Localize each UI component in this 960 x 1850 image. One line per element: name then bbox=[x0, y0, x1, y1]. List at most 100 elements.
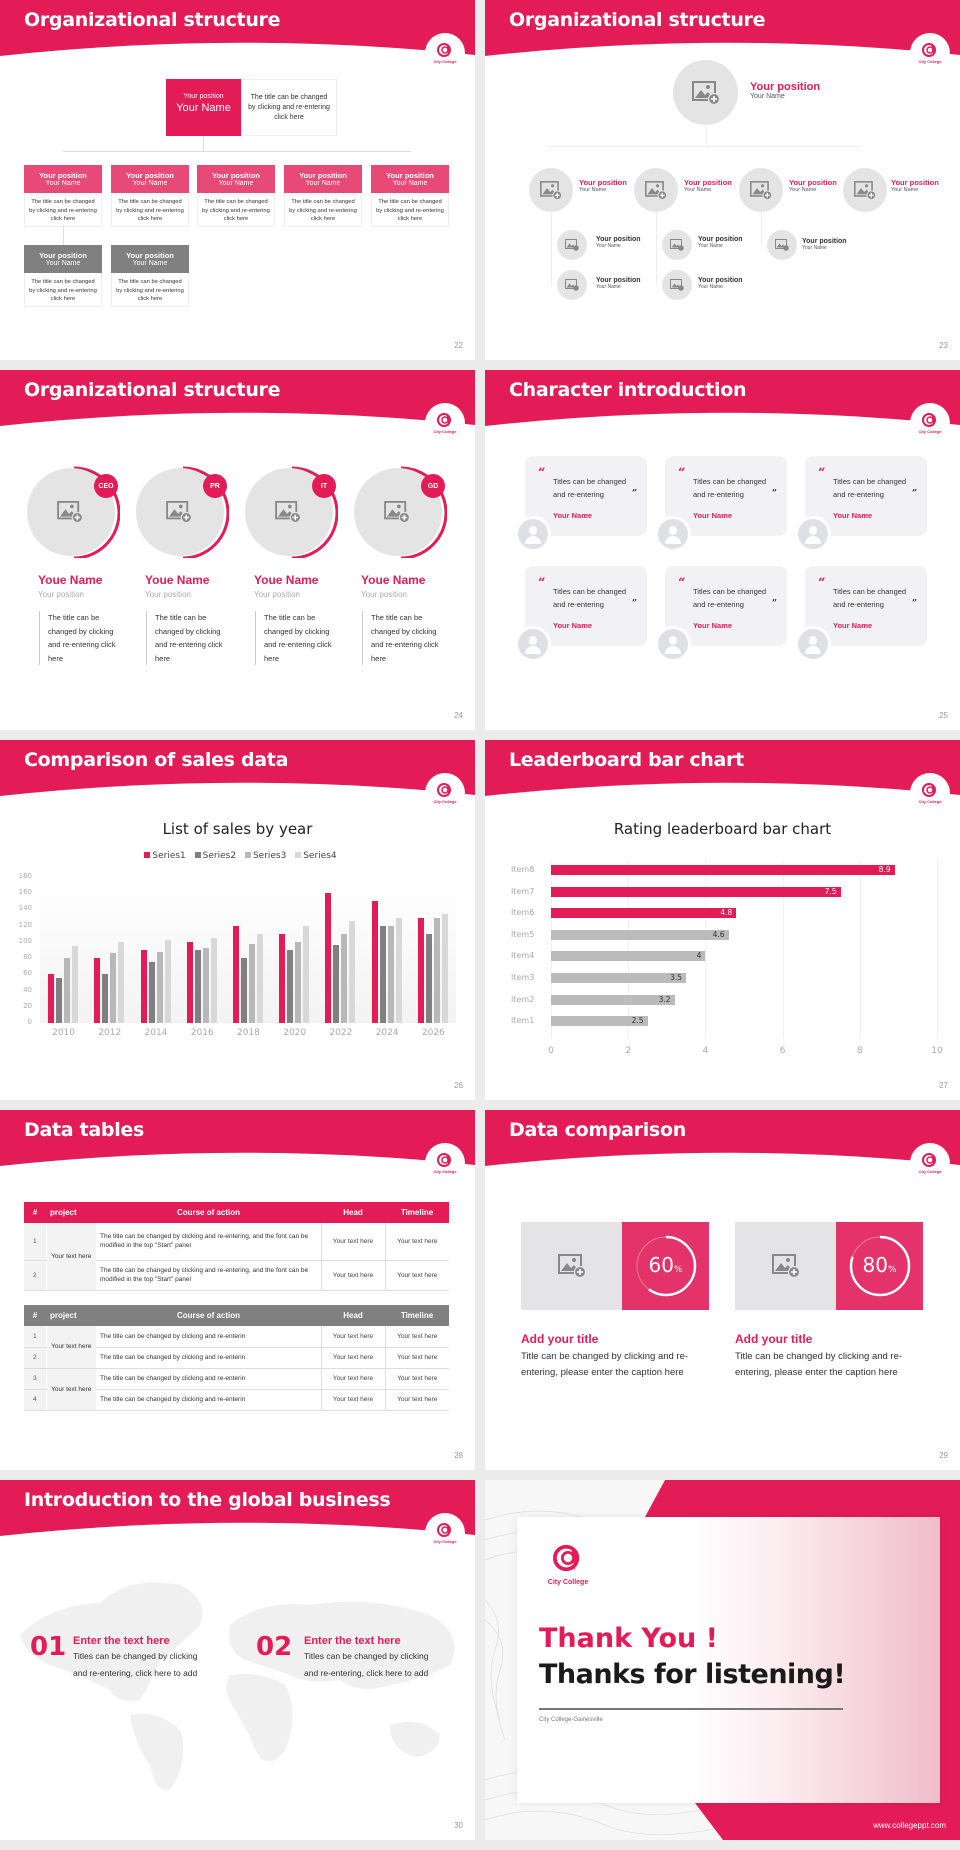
course-cell[interactable]: The title can be changed by clicking and… bbox=[96, 1368, 321, 1390]
org-card[interactable]: Your position Your Name The title can be … bbox=[24, 245, 102, 307]
head-cell[interactable]: Your text here bbox=[320, 1347, 385, 1369]
slide-thank-you[interactable]: City College Thank You ! Thanks for list… bbox=[485, 1480, 960, 1840]
image-placeholder[interactable] bbox=[843, 168, 887, 212]
image-placeholder[interactable] bbox=[662, 270, 692, 300]
member-description: The title can be changed by clicking and… bbox=[255, 611, 335, 665]
user-icon bbox=[809, 636, 817, 645]
quote-author: Your Name bbox=[553, 511, 593, 520]
logo-text: City College bbox=[918, 59, 942, 64]
table-header-row: # project Course of action Head Timeline bbox=[24, 1305, 449, 1326]
quote-card[interactable]: “ Titles can be changed and re-entering ”… bbox=[525, 456, 647, 536]
quote-text: Titles can be changed and re-entering bbox=[833, 477, 907, 499]
quote-text: Titles can be changed and re-entering bbox=[553, 477, 627, 499]
add-image-icon bbox=[670, 279, 684, 291]
slide-25-character-intro[interactable]: Character introduction City College “ Ti… bbox=[485, 370, 960, 730]
slide-23-org-chart[interactable]: Organizational structure City College Yo… bbox=[485, 0, 960, 360]
bar-value-label: 4.6 bbox=[712, 929, 725, 939]
image-placeholder[interactable] bbox=[634, 168, 678, 212]
timeline-cell[interactable]: Your text here bbox=[384, 1260, 449, 1291]
image-placeholder[interactable] bbox=[557, 270, 587, 300]
course-cell[interactable]: The title can be changed by clicking and… bbox=[96, 1389, 321, 1411]
slide-26-sales-chart[interactable]: Comparison of sales data City College Li… bbox=[0, 740, 475, 1100]
timeline-cell[interactable]: Your text here bbox=[384, 1223, 449, 1261]
add-image-icon bbox=[540, 180, 562, 200]
head-cell[interactable]: Your text here bbox=[320, 1389, 385, 1411]
member-name: Youe Name bbox=[254, 573, 319, 587]
avatar bbox=[515, 516, 551, 552]
course-cell[interactable]: The title can be changed by clicking and… bbox=[96, 1326, 321, 1348]
slide-27-leaderboard[interactable]: Leaderboard bar chart City College Ratin… bbox=[485, 740, 960, 1100]
image-placeholder[interactable] bbox=[26, 468, 114, 556]
image-placeholder[interactable] bbox=[735, 1222, 836, 1310]
image-placeholder[interactable] bbox=[767, 230, 797, 260]
member-name: Youe Name bbox=[145, 573, 210, 587]
timeline-cell[interactable]: Your text here bbox=[384, 1326, 449, 1348]
chart-bar bbox=[551, 1016, 648, 1027]
y-tick-label: Item7 bbox=[511, 886, 535, 896]
chart-bar bbox=[102, 974, 109, 1023]
org-card[interactable]: Your position Your Name The title can be … bbox=[24, 165, 102, 227]
slide-24-team[interactable]: Organizational structure City College CE… bbox=[0, 370, 475, 730]
column-header: Course of action bbox=[176, 1208, 241, 1217]
image-placeholder[interactable] bbox=[662, 230, 692, 260]
thank-you-heading: Thank You ! bbox=[539, 1623, 718, 1654]
slide-28-data-tables[interactable]: Data tables City College # project Cours… bbox=[0, 1110, 475, 1470]
x-tick-label: 2016 bbox=[190, 1028, 214, 1038]
image-placeholder[interactable] bbox=[739, 168, 783, 212]
image-placeholder[interactable] bbox=[353, 468, 441, 556]
head-cell[interactable]: Your text here bbox=[320, 1223, 385, 1261]
y-tick-label: 80 bbox=[23, 953, 32, 962]
x-tick-label: 2020 bbox=[283, 1028, 307, 1038]
head-cell[interactable]: Your text here bbox=[320, 1260, 385, 1291]
website-link[interactable]: www.collegeppt.com bbox=[873, 1821, 946, 1830]
org-card[interactable]: Your position Your Name The title can be … bbox=[197, 165, 275, 227]
project-cell[interactable]: Your text here bbox=[45, 1326, 96, 1369]
org-card[interactable]: Your position Your Name The title can be … bbox=[284, 165, 362, 227]
position-label: Your position bbox=[698, 236, 743, 243]
image-placeholder[interactable] bbox=[244, 468, 332, 556]
page-number: 23 bbox=[939, 341, 948, 350]
image-placeholder[interactable] bbox=[557, 230, 587, 260]
image-placeholder[interactable] bbox=[529, 168, 573, 212]
timeline-cell[interactable]: Your text here bbox=[384, 1368, 449, 1390]
legend-label: Series4 bbox=[303, 851, 337, 861]
chart-bar bbox=[379, 925, 386, 1023]
slide-title: Introduction to the global business bbox=[24, 1489, 391, 1511]
slide-30-global-business[interactable]: Introduction to the global business City… bbox=[0, 1480, 475, 1840]
org-card[interactable]: Your position Your Name The title can be … bbox=[111, 165, 189, 227]
slide-29-data-comparison[interactable]: Data comparison City College 60% Add you… bbox=[485, 1110, 960, 1470]
image-placeholder[interactable] bbox=[135, 468, 223, 556]
percent-value: 60% bbox=[648, 1253, 683, 1277]
close-quote-icon: ” bbox=[771, 489, 777, 499]
org-card[interactable]: Your position Your Name The title can be … bbox=[371, 165, 449, 227]
logo-text: City College bbox=[547, 1579, 589, 1586]
head-cell[interactable]: Your text here bbox=[320, 1326, 385, 1348]
legend-swatch bbox=[295, 852, 302, 858]
image-placeholder[interactable] bbox=[673, 60, 738, 125]
timeline-cell[interactable]: Your text here bbox=[384, 1389, 449, 1411]
timeline-cell[interactable]: Your text here bbox=[384, 1347, 449, 1369]
member-description: The title can be changed by clicking and… bbox=[362, 611, 442, 665]
top-description[interactable]: The title can be changed by clicking and… bbox=[241, 79, 337, 136]
org-card[interactable]: Your position Your Name The title can be … bbox=[111, 245, 189, 307]
chart-bar bbox=[249, 943, 255, 1023]
column-header: Timeline bbox=[400, 1208, 434, 1217]
open-quote-icon: “ bbox=[538, 576, 546, 591]
project-cell[interactable]: Your text here bbox=[45, 1368, 96, 1411]
course-cell[interactable]: The title can be changed by clicking and… bbox=[96, 1260, 321, 1291]
position-label: Your position bbox=[891, 178, 939, 187]
slide-22-org-chart[interactable]: Organizational structure City College Yo… bbox=[0, 0, 475, 360]
course-cell[interactable]: The title can be changed by clicking and… bbox=[96, 1223, 321, 1261]
image-placeholder[interactable] bbox=[521, 1222, 622, 1310]
position-label: Your position bbox=[39, 251, 87, 260]
grid-line bbox=[628, 860, 630, 1038]
slide-header: Leaderboard bar chart bbox=[485, 740, 960, 800]
project-cell[interactable]: Your text here bbox=[45, 1223, 96, 1291]
position-label: Your position bbox=[789, 178, 837, 187]
course-cell[interactable]: The title can be changed by clicking and… bbox=[96, 1347, 321, 1369]
top-position-box[interactable]: Your position Your Name bbox=[166, 79, 241, 136]
college-logo-icon bbox=[437, 413, 451, 427]
chart-bar bbox=[257, 933, 263, 1023]
page-number: 29 bbox=[939, 1451, 948, 1460]
head-cell[interactable]: Your text here bbox=[320, 1368, 385, 1390]
